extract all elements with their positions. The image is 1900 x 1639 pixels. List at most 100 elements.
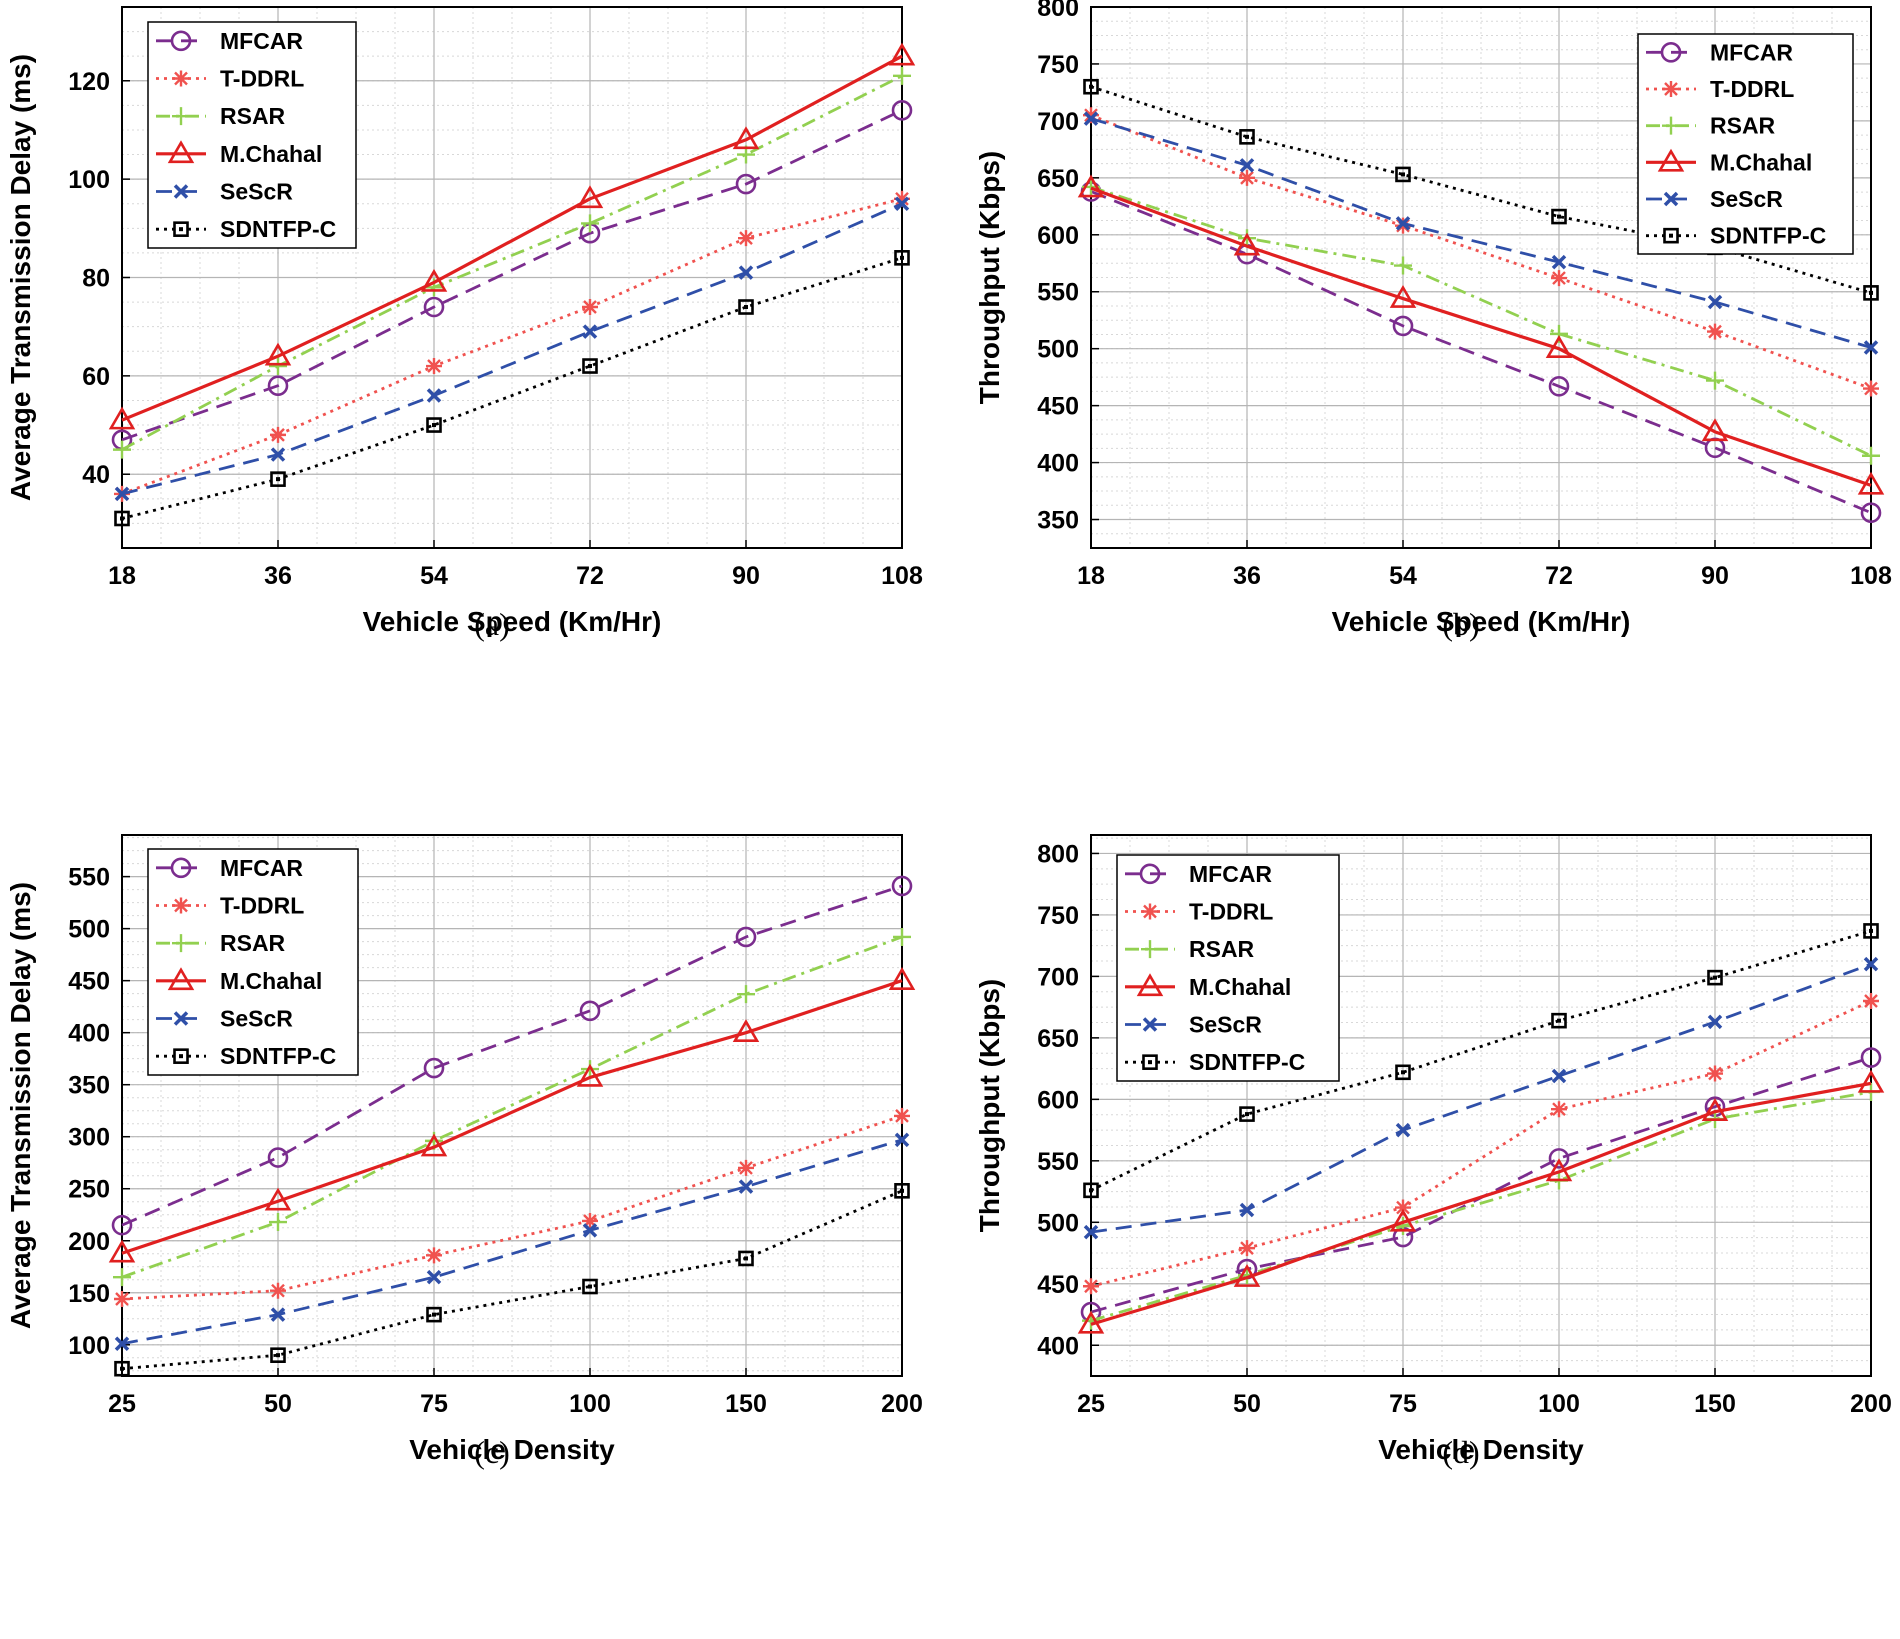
legend-label: M.Chahal <box>220 141 322 167</box>
x-tick-label: 25 <box>1077 1390 1105 1418</box>
data-point <box>426 1306 442 1323</box>
x-tick-label: 18 <box>1077 562 1105 590</box>
data-point <box>894 250 910 266</box>
square-dot <box>120 1366 124 1371</box>
data-point <box>735 173 757 195</box>
legend-label: T-DDRL <box>1710 76 1794 102</box>
legend-label: RSAR <box>1710 113 1776 139</box>
legend: MFCAR T-DDRL RSAR M.Chahal SeScR SDNTFP-C <box>1637 33 1854 255</box>
x-axis-label: Vehicle Speed (Km/Hr) <box>363 606 662 637</box>
series-sdntfp-c <box>114 250 910 527</box>
square-dot <box>1245 1112 1249 1117</box>
data-point <box>1239 169 1255 186</box>
data-point <box>576 1063 604 1087</box>
y-tick-label: 650 <box>1037 1025 1079 1053</box>
series-line <box>121 884 903 1227</box>
data-point <box>426 388 442 403</box>
legend-asterisk-icon <box>1142 903 1158 920</box>
square-dot <box>1557 214 1561 219</box>
y-tick-label: 150 <box>68 1280 110 1308</box>
series-sescr <box>114 196 910 502</box>
data-point <box>270 447 286 462</box>
data-point <box>423 296 445 318</box>
series-sescr <box>1083 111 1879 355</box>
y-tick-label: 100 <box>68 166 110 194</box>
data-point <box>582 299 598 316</box>
square-outline <box>1707 969 1723 986</box>
data-point <box>1077 174 1105 198</box>
square-outline <box>114 510 130 527</box>
data-point <box>1083 1278 1099 1295</box>
y-axis-label: Average Transmission Delay (ms) <box>5 54 36 501</box>
data-point <box>1548 375 1570 397</box>
data-point <box>108 406 136 430</box>
x-tick-label: 150 <box>1694 1390 1736 1418</box>
data-point <box>1860 1047 1882 1068</box>
square-outline <box>270 1347 286 1363</box>
data-point <box>114 1336 130 1351</box>
data-point <box>738 230 754 247</box>
data-point <box>420 268 448 292</box>
y-tick-label: 800 <box>1037 840 1079 868</box>
series-sdntfp-c <box>1083 923 1879 1199</box>
series-line <box>1090 113 1872 390</box>
square-outline <box>894 1183 910 1199</box>
legend-label: SDNTFP-C <box>220 216 336 242</box>
square-outline <box>582 358 598 374</box>
data-point <box>270 471 286 487</box>
y-tick-label: 300 <box>68 1124 110 1152</box>
data-point <box>1239 129 1255 145</box>
axes-box <box>1090 6 1872 549</box>
legend-circle-icon <box>1139 863 1161 885</box>
y-axis-label: Throughput (Kbps) <box>974 979 1005 1232</box>
square-dot <box>1669 233 1673 238</box>
y-tick-label: 550 <box>1037 1148 1079 1176</box>
data-point <box>1548 1148 1570 1169</box>
data-point <box>267 1147 289 1168</box>
series-line <box>1090 1090 1872 1323</box>
data-point <box>1083 107 1099 124</box>
series-line <box>1090 117 1872 349</box>
data-point <box>894 190 910 207</box>
data-point <box>1551 1068 1567 1084</box>
square-outline <box>173 221 189 237</box>
series-line <box>1090 190 1872 514</box>
data-point <box>264 1187 292 1211</box>
x-tick-label: 100 <box>569 1390 611 1418</box>
legend-label: SDNTFP-C <box>1710 223 1826 249</box>
y-tick-label: 700 <box>1037 963 1079 991</box>
legend-plus-icon <box>172 934 190 953</box>
square-outline <box>1395 166 1411 183</box>
figure-caption: (a) <box>474 606 510 642</box>
square-outline <box>173 1048 189 1064</box>
series-line <box>121 1189 903 1371</box>
data-point <box>1857 1069 1885 1093</box>
data-point <box>270 426 286 443</box>
legend-label: M.Chahal <box>1710 149 1812 175</box>
data-point <box>1083 111 1099 126</box>
x-axis-label: Vehicle Density <box>1378 1434 1584 1465</box>
square-outline <box>1142 1054 1158 1070</box>
data-point <box>264 342 292 366</box>
series-line <box>1090 929 1872 1192</box>
data-point <box>893 66 911 85</box>
series-line <box>121 202 903 496</box>
chart-a: 18 36 54 72 90 108 40 60 80 100 120 Vehicle Speed (… <box>5 6 923 642</box>
legend-label: SeScR <box>1189 1012 1262 1038</box>
data-point <box>894 1183 910 1199</box>
data-point <box>1862 446 1880 465</box>
x-tick-label: 50 <box>1233 1390 1261 1418</box>
data-point <box>894 196 910 211</box>
series-sdntfp-c <box>1083 78 1879 301</box>
data-point <box>1706 371 1724 390</box>
data-point <box>1233 232 1261 256</box>
x-tick-label: 150 <box>725 1390 767 1418</box>
data-point <box>1707 294 1723 310</box>
data-point <box>426 358 442 375</box>
data-point <box>894 1132 910 1148</box>
y-tick-label: 500 <box>68 916 110 944</box>
data-point <box>1395 216 1411 231</box>
data-point <box>735 926 757 948</box>
x-tick-label: 90 <box>1701 562 1729 590</box>
